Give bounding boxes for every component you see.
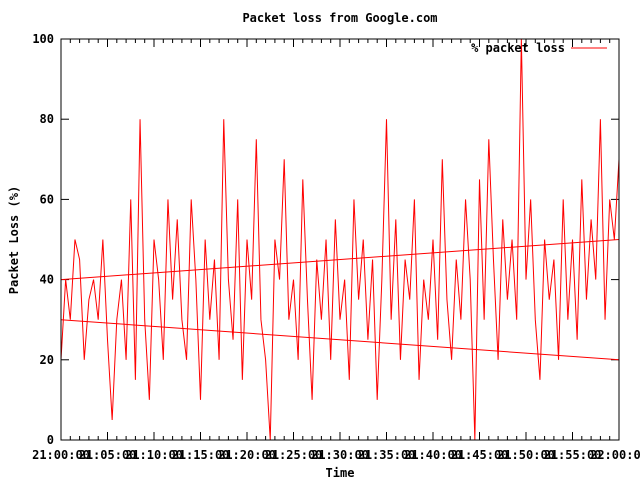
plot-frame <box>60 38 620 441</box>
series-layer <box>60 38 620 441</box>
x-tick-label: 21:55:00 <box>544 448 602 462</box>
x-axis-label: Time <box>326 466 355 480</box>
chart-title: Packet loss from Google.com <box>242 11 437 25</box>
x-tick-label: 21:40:00 <box>404 448 462 462</box>
legend: % packet loss <box>471 41 607 55</box>
legend-label: % packet loss <box>471 41 565 55</box>
x-tick-label: 22:00:00 <box>590 448 640 462</box>
y-tick-label: 0 <box>47 433 54 447</box>
x-tick-label: 21:30:00 <box>311 448 369 462</box>
x-tick-label: 21:25:00 <box>265 448 323 462</box>
x-tick-label: 21:50:00 <box>497 448 555 462</box>
y-tick-label: 60 <box>40 192 54 206</box>
series-line <box>60 38 620 441</box>
y-tick-label: 20 <box>40 353 54 367</box>
x-tick-label: 21:45:00 <box>451 448 509 462</box>
tick-layer: 0 20 40 60 80 100 21:00:0021:05:0021:10:0021:1… <box>32 32 640 462</box>
x-tick-label: 21:15:00 <box>172 448 230 462</box>
trend-line <box>60 319 620 361</box>
x-tick-label: 21:00:00 <box>32 448 90 462</box>
x-tick-label: 21:20:00 <box>218 448 276 462</box>
x-tick-label: 21:35:00 <box>358 448 416 462</box>
y-tick-label: 40 <box>40 273 54 287</box>
x-tick-label: 21:05:00 <box>79 448 137 462</box>
trend-line <box>60 239 620 281</box>
y-axis-label: Packet Loss (%) <box>7 186 21 294</box>
x-tick-label: 21:10:00 <box>125 448 183 462</box>
trend-layer <box>60 239 620 361</box>
y-tick-label: 80 <box>40 112 54 126</box>
y-tick-label: 100 <box>32 32 54 46</box>
